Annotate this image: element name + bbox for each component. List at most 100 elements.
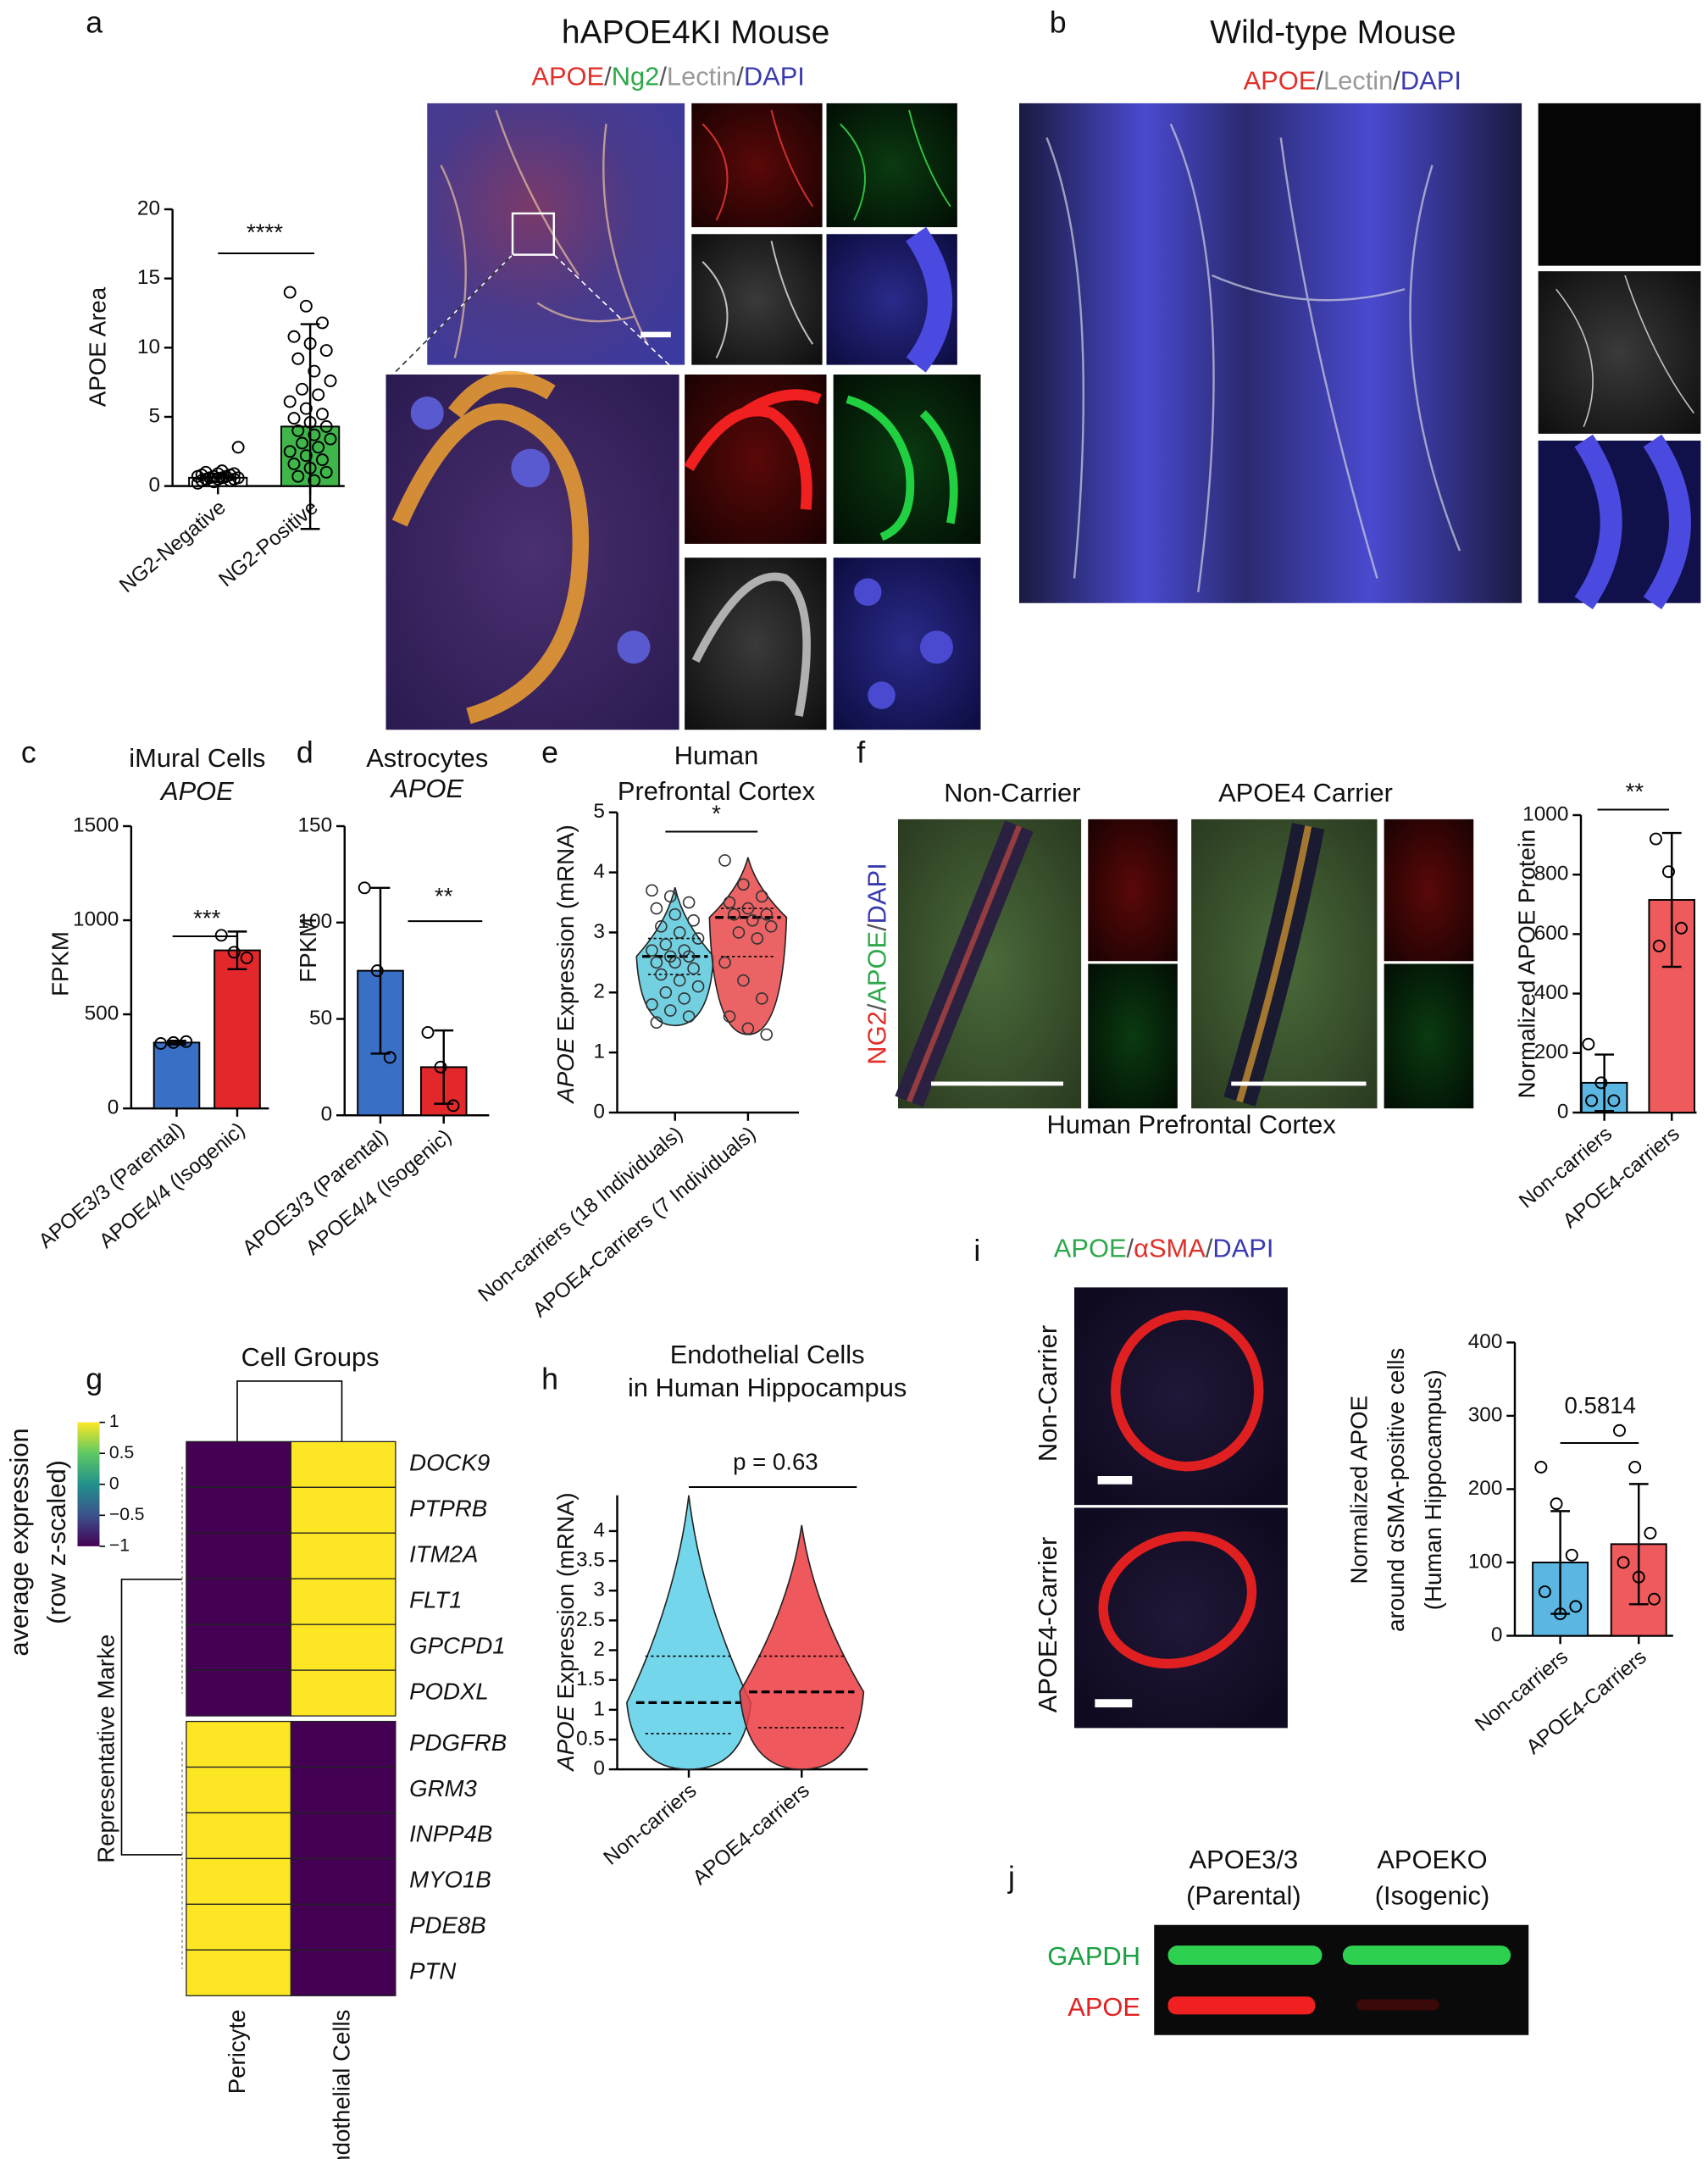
y-tick-label: 0 bbox=[108, 1096, 119, 1119]
stain-part: / bbox=[1127, 1234, 1134, 1263]
y-axis-label: Normalized APOE bbox=[1345, 1396, 1372, 1584]
chart-subtitle: APOE bbox=[159, 776, 234, 806]
stain-legend: APOE/Lectin/DAPI bbox=[1244, 66, 1461, 96]
panel-letter: b bbox=[1050, 6, 1067, 40]
legend-title: (row z-scaled) bbox=[42, 1460, 71, 1624]
data-point bbox=[673, 974, 686, 987]
y-tick-label: 0 bbox=[148, 474, 160, 497]
data-point bbox=[291, 424, 305, 437]
vessel bbox=[906, 824, 1023, 1103]
heatmap-cell bbox=[290, 1578, 396, 1625]
y-axis-label-text: Expression (mRNA) bbox=[552, 824, 579, 1038]
vessel bbox=[840, 109, 951, 221]
data-point bbox=[312, 441, 325, 454]
dendrogram bbox=[120, 1380, 343, 1969]
error-bar bbox=[167, 1039, 186, 1046]
y-tick-label: 3.5 bbox=[576, 1549, 605, 1572]
colorbar-tick-label: 1 bbox=[109, 1412, 119, 1431]
y-axis-label: FPKM bbox=[295, 918, 321, 983]
micrograph bbox=[1538, 103, 1701, 266]
error-bar bbox=[434, 1029, 454, 1105]
significance-label: **** bbox=[247, 219, 283, 246]
stain-part: APOE bbox=[1054, 1234, 1127, 1263]
stain-part: / bbox=[862, 924, 891, 931]
heatmap-cell bbox=[290, 1766, 396, 1814]
heatmap-cell bbox=[290, 1486, 396, 1534]
heatmap-cell bbox=[290, 1857, 396, 1906]
data-point bbox=[1569, 1600, 1583, 1613]
y-axis-label-text: Expression (mRNA) bbox=[552, 1492, 579, 1706]
y-tick-label: 4 bbox=[593, 860, 605, 883]
dendrogram bbox=[236, 1380, 343, 1442]
panel-letter: d bbox=[297, 735, 313, 769]
band bbox=[1356, 1999, 1439, 2011]
data-point bbox=[227, 946, 241, 959]
heatmap-cell bbox=[186, 1532, 292, 1579]
data-point bbox=[287, 412, 301, 425]
micrograph bbox=[833, 558, 981, 730]
error-bar bbox=[300, 323, 320, 530]
stain-part: NG2 bbox=[862, 1011, 891, 1064]
chart-title: Human bbox=[674, 741, 758, 770]
data-point bbox=[760, 907, 774, 921]
y-tick-label: 5 bbox=[148, 404, 160, 427]
heatmap-cell bbox=[290, 1903, 396, 1951]
data-point bbox=[319, 465, 333, 479]
data-point bbox=[1565, 1548, 1578, 1562]
heatmap-cell bbox=[186, 1949, 292, 1996]
error-bar bbox=[227, 930, 247, 971]
colorbar-tick-label: 0.5 bbox=[109, 1443, 134, 1462]
y-axis-label: APOE Expression (mRNA) bbox=[552, 824, 579, 1104]
y-tick-label: 800 bbox=[1534, 863, 1569, 885]
data-point bbox=[167, 1035, 180, 1049]
heatmap-cell bbox=[186, 1440, 292, 1488]
gene-label: ITM2A bbox=[409, 1541, 478, 1568]
y-tick-label: 15 bbox=[137, 266, 160, 289]
data-point bbox=[646, 998, 658, 1011]
chart-title: Astrocytes bbox=[366, 743, 488, 773]
y-tick-label: 300 bbox=[1468, 1403, 1503, 1426]
colorbar-tick-label: −0.5 bbox=[109, 1505, 145, 1524]
micrograph-label: APOE4 Carrier bbox=[1218, 778, 1393, 808]
y-tick-label: 0 bbox=[321, 1103, 333, 1126]
data-point bbox=[691, 980, 705, 993]
y-axis-label-text: FPKM bbox=[47, 931, 74, 996]
data-point bbox=[283, 445, 297, 458]
gene-label: GPCPD1 bbox=[409, 1632, 506, 1658]
y-tick-label: 200 bbox=[1468, 1477, 1503, 1500]
gene-label: PTPRB bbox=[409, 1496, 487, 1522]
chart-title: Cell Groups bbox=[241, 1342, 380, 1372]
data-point bbox=[299, 402, 313, 415]
stain-part: / bbox=[1206, 1234, 1213, 1263]
micrograph-label: APOE4-Carrier bbox=[1033, 1537, 1062, 1713]
y-axis-label: around αSMA-positive cells bbox=[1383, 1348, 1409, 1632]
y-axis-label-gene: APOE bbox=[552, 1705, 579, 1772]
data-point bbox=[655, 968, 668, 981]
data-point bbox=[1550, 1497, 1563, 1511]
data-point bbox=[240, 951, 253, 964]
data-point bbox=[1538, 1585, 1551, 1599]
y-axis-label-gene: APOE bbox=[552, 1037, 579, 1104]
error-bar bbox=[370, 886, 391, 1055]
legend-title: average expression bbox=[4, 1428, 34, 1656]
micrograph-f bbox=[895, 819, 1474, 1109]
data-point bbox=[283, 286, 297, 299]
heatmap-cell bbox=[186, 1812, 292, 1860]
data-point bbox=[308, 364, 321, 378]
nucleus bbox=[854, 578, 882, 606]
data-point bbox=[1647, 1592, 1661, 1606]
data-point bbox=[737, 974, 750, 987]
data-point bbox=[755, 890, 768, 903]
panel-letter: e bbox=[541, 735, 558, 769]
data-point bbox=[227, 467, 241, 480]
heatmap-cell bbox=[186, 1578, 292, 1625]
data-point bbox=[199, 465, 213, 479]
vessel bbox=[702, 241, 814, 358]
data-point bbox=[659, 938, 673, 951]
data-point bbox=[319, 419, 333, 433]
micrograph bbox=[1088, 963, 1178, 1109]
data-point bbox=[299, 299, 313, 313]
micrograph bbox=[691, 234, 823, 365]
data-point bbox=[691, 932, 705, 945]
data-point bbox=[291, 352, 305, 365]
